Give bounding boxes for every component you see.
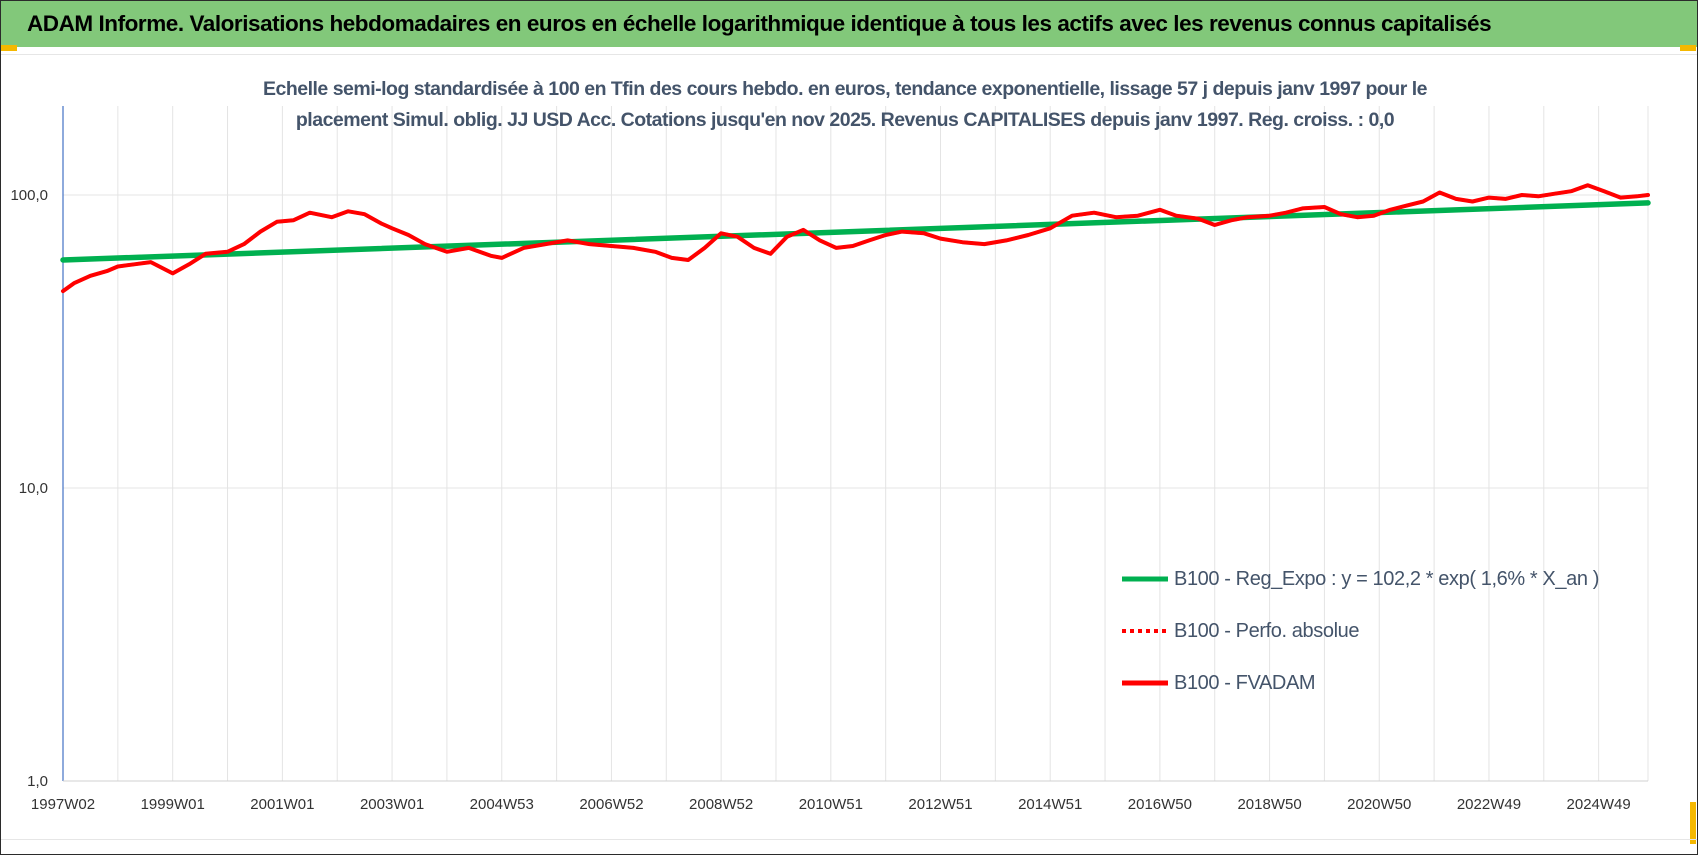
series-line-reg-expo bbox=[60, 200, 1651, 263]
series-line-perfo-absolue bbox=[61, 183, 1650, 293]
y-tick-label: 100,0 bbox=[10, 187, 48, 204]
chart-legend: B100 - Reg_Expo : y = 102,2 * exp( 1,6% … bbox=[1120, 564, 1640, 720]
chart-subtitle-line-2: placement Simul. oblig. JJ USD Acc. Cota… bbox=[295, 109, 1395, 131]
x-tick-label: 1997W02 bbox=[31, 796, 95, 813]
page-title: ADAM Informe. Valorisations hebdomadaire… bbox=[27, 11, 1492, 36]
x-tick-label: 2004W53 bbox=[470, 796, 534, 813]
corner-marker-top-left bbox=[1, 45, 17, 51]
y-tick-label: 10,0 bbox=[19, 480, 48, 497]
series bbox=[60, 183, 1651, 294]
chart-subtitle-line-1: Echelle semi-log standardisée à 100 en T… bbox=[262, 78, 1428, 100]
legend-label: B100 - Perfo. absolue bbox=[1174, 620, 1360, 642]
x-tick-label: 2008W52 bbox=[689, 796, 753, 813]
x-tick-label: 1999W01 bbox=[141, 796, 205, 813]
x-tick-label: 2024W49 bbox=[1567, 796, 1631, 813]
legend-label: B100 - Reg_Expo : y = 102,2 * exp( 1,6% … bbox=[1174, 568, 1599, 590]
x-tick-label: 2012W51 bbox=[908, 796, 972, 813]
legend-swatch-dotted-red bbox=[1122, 629, 1168, 633]
x-tick-label: 2016W50 bbox=[1128, 796, 1192, 813]
x-tick-label: 2020W50 bbox=[1347, 796, 1411, 813]
plot-area-border bbox=[1, 54, 1697, 840]
x-tick-label: 2014W51 bbox=[1018, 796, 1082, 813]
y-tick-label: 1,0 bbox=[27, 773, 48, 790]
legend-swatch-solid-green bbox=[1122, 576, 1168, 582]
corner-marker-top-right bbox=[1680, 45, 1696, 51]
chart-subtitle: Echelle semi-log standardisée à 100 en T… bbox=[180, 74, 1510, 136]
x-tick-label: 2022W49 bbox=[1457, 796, 1521, 813]
legend-item-reg-expo: B100 - Reg_Expo : y = 102,2 * exp( 1,6% … bbox=[1120, 564, 1640, 616]
x-tick-label: 2003W01 bbox=[360, 796, 424, 813]
x-tick-label: 2001W01 bbox=[250, 796, 314, 813]
series-line-fvadam bbox=[61, 183, 1650, 294]
legend-item-fvadam: B100 - FVADAM bbox=[1120, 668, 1640, 720]
x-tick-label: 2006W52 bbox=[579, 796, 643, 813]
axes: 1,0 10,0 100,0 1997W02 1999W01 2001W01 2003W01… bbox=[10, 106, 1648, 813]
x-tick-label: 2010W51 bbox=[799, 796, 863, 813]
x-tick-label: 2018W50 bbox=[1237, 796, 1301, 813]
legend-item-perfo-absolue: B100 - Perfo. absolue bbox=[1120, 616, 1640, 668]
header-banner: ADAM Informe. Valorisations hebdomadaire… bbox=[1, 1, 1697, 47]
corner-marker-bottom-right bbox=[1690, 802, 1696, 844]
legend-swatch-solid-red bbox=[1122, 680, 1168, 686]
legend-label: B100 - FVADAM bbox=[1174, 672, 1316, 694]
